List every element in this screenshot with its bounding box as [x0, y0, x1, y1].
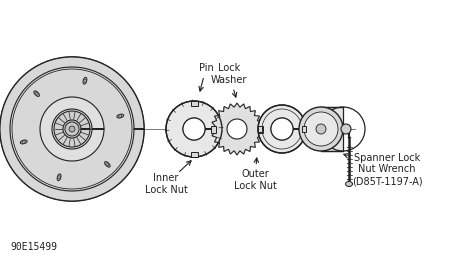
Circle shape: [299, 107, 343, 151]
Polygon shape: [166, 101, 222, 157]
Circle shape: [35, 92, 38, 95]
Ellipse shape: [57, 174, 61, 181]
Bar: [302, 126, 306, 132]
Circle shape: [65, 122, 79, 136]
Ellipse shape: [83, 77, 87, 84]
Ellipse shape: [34, 91, 40, 96]
Circle shape: [106, 163, 109, 166]
Polygon shape: [54, 111, 90, 147]
Text: Inner
Lock Nut: Inner Lock Nut: [144, 161, 191, 195]
Bar: [258, 125, 263, 132]
Text: Pin: Pin: [198, 63, 213, 91]
Polygon shape: [258, 105, 306, 153]
Circle shape: [227, 119, 247, 139]
Ellipse shape: [20, 140, 27, 144]
Ellipse shape: [104, 162, 110, 167]
Text: Spanner Lock
Nut Wrench
(D85T-1197-A): Spanner Lock Nut Wrench (D85T-1197-A): [344, 153, 422, 186]
Circle shape: [0, 57, 144, 201]
Circle shape: [304, 112, 338, 146]
Circle shape: [341, 124, 351, 134]
Circle shape: [183, 118, 205, 140]
Polygon shape: [211, 103, 263, 155]
Circle shape: [83, 79, 86, 82]
Circle shape: [119, 115, 122, 117]
Polygon shape: [0, 57, 144, 201]
Circle shape: [316, 124, 326, 134]
Circle shape: [58, 176, 61, 179]
Circle shape: [271, 118, 293, 140]
Ellipse shape: [346, 182, 352, 187]
Ellipse shape: [117, 114, 124, 118]
Text: Outer
Lock Nut: Outer Lock Nut: [234, 158, 276, 191]
Circle shape: [22, 140, 25, 143]
Text: Lock
Washer: Lock Washer: [211, 63, 247, 97]
Circle shape: [69, 126, 75, 132]
Bar: [321, 107, 343, 151]
Polygon shape: [40, 97, 104, 161]
Bar: [211, 125, 216, 132]
Bar: [190, 101, 198, 106]
Bar: [258, 126, 262, 132]
Bar: [190, 152, 198, 157]
Text: 90E15499: 90E15499: [10, 242, 57, 252]
